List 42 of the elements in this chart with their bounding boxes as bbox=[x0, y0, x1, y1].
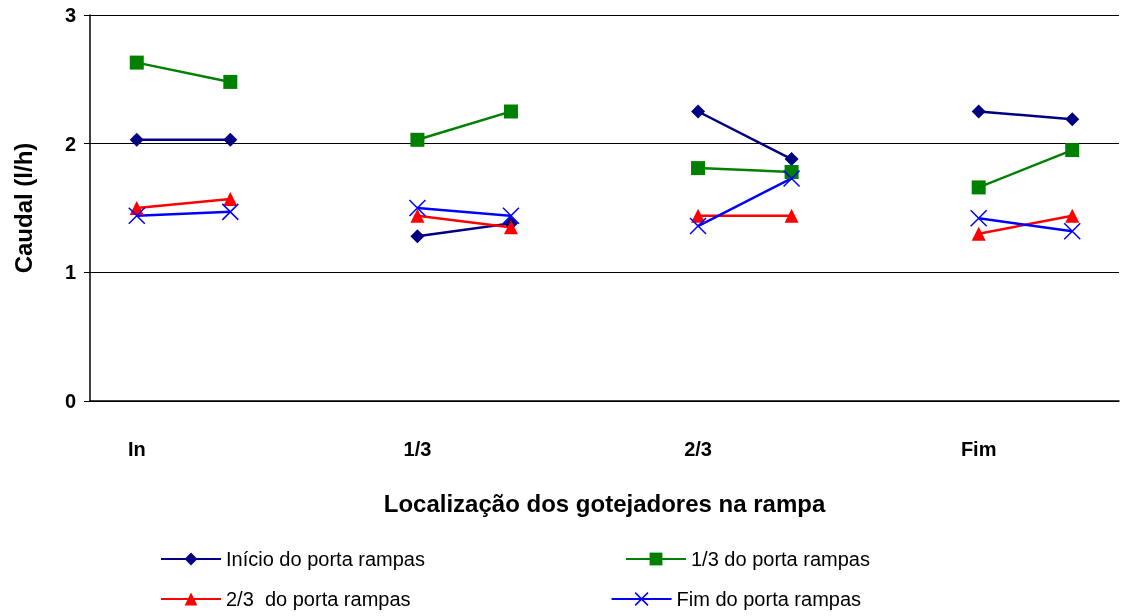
x-tick-label: In bbox=[127, 438, 146, 460]
point bbox=[784, 208, 799, 223]
point bbox=[223, 191, 238, 206]
point bbox=[782, 169, 801, 188]
y-axis-title: Caudal (l/h) bbox=[9, 142, 37, 274]
point bbox=[129, 132, 144, 147]
legend-label: Fim do porta rampas bbox=[676, 588, 862, 610]
y-tick-label: 2 bbox=[64, 132, 76, 155]
point bbox=[1065, 208, 1080, 223]
point bbox=[223, 74, 238, 89]
point bbox=[689, 217, 707, 235]
point bbox=[502, 206, 520, 225]
point bbox=[128, 206, 146, 225]
point bbox=[691, 104, 706, 119]
point bbox=[503, 220, 518, 235]
point bbox=[971, 226, 986, 241]
y-tick-label: 3 bbox=[64, 4, 76, 26]
point bbox=[503, 104, 518, 119]
point bbox=[1065, 112, 1080, 127]
point bbox=[971, 104, 986, 119]
x-axis-title: Localização dos gotejadores na rampa bbox=[383, 489, 826, 517]
point bbox=[410, 208, 425, 223]
point bbox=[1065, 143, 1080, 158]
point bbox=[221, 203, 240, 221]
point bbox=[691, 161, 706, 176]
point bbox=[971, 180, 986, 195]
x-tick-label: 2/3 bbox=[684, 438, 712, 460]
x-tick-label: 1/3 bbox=[403, 438, 432, 460]
point bbox=[408, 199, 427, 217]
point bbox=[410, 229, 425, 244]
point bbox=[969, 209, 988, 228]
y-tick-label: 1 bbox=[64, 261, 76, 284]
point bbox=[129, 55, 144, 70]
legend-label: 2/3 do porta rampas bbox=[226, 588, 411, 610]
point bbox=[223, 132, 238, 147]
x-tick-label: Fim bbox=[960, 438, 997, 460]
legend-label: 1/3 do porta rampas bbox=[690, 548, 870, 570]
point bbox=[1063, 222, 1081, 240]
legend-label: Início do porta rampas bbox=[226, 548, 425, 570]
point bbox=[784, 152, 799, 167]
point bbox=[410, 132, 425, 147]
y-tick-label: 0 bbox=[64, 390, 76, 412]
